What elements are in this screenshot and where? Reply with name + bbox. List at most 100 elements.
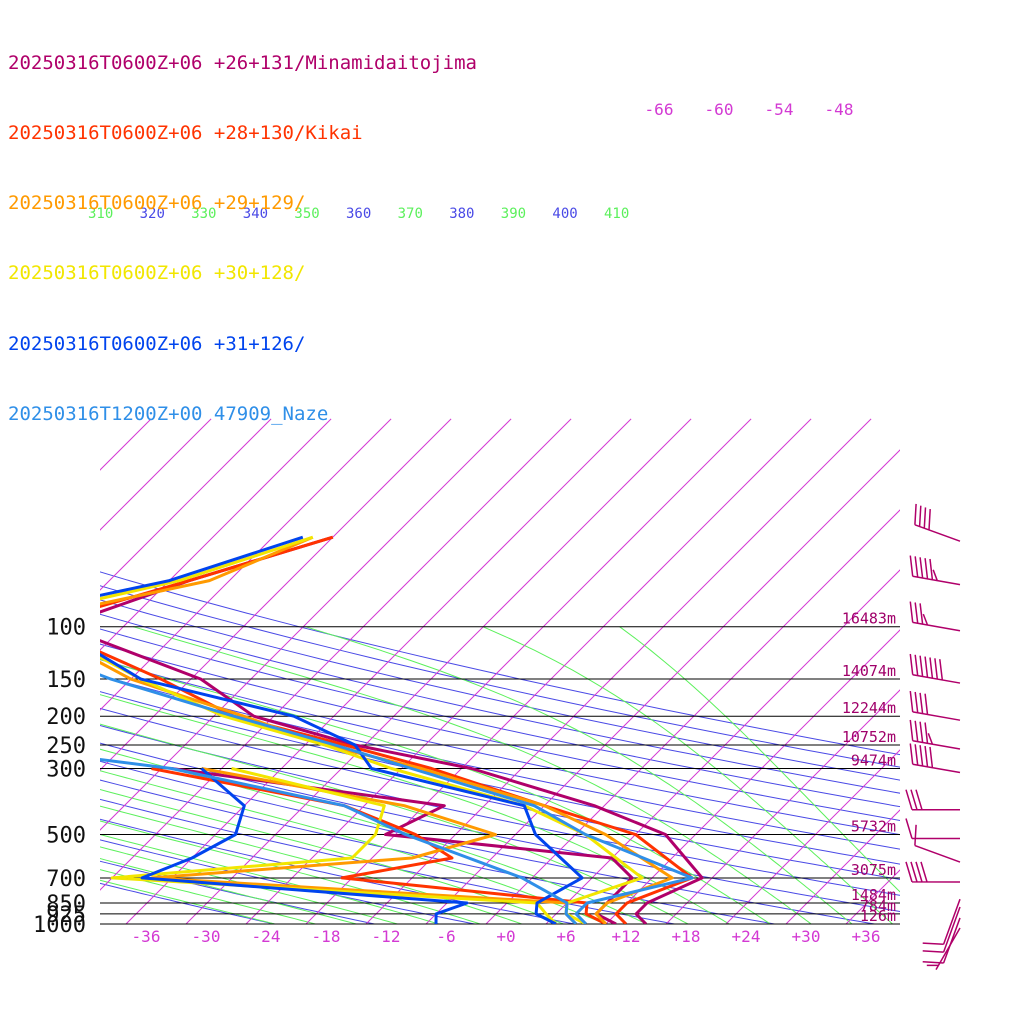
dewpoint-line	[100, 757, 578, 924]
temperature-tick-label: +12	[612, 927, 641, 946]
temperature-tick-label: +18	[672, 927, 701, 946]
wind-barbs	[905, 503, 961, 970]
temperature-line	[100, 535, 644, 924]
height-label: 9474m	[851, 752, 896, 770]
dewpoint-line	[110, 767, 558, 924]
dewpoint-line	[140, 767, 469, 924]
moist-adiabat-line	[482, 626, 894, 924]
pressure-tick-label: 300	[46, 758, 86, 783]
theta-label: 390	[501, 206, 526, 222]
wind-barb-shaft	[909, 555, 961, 586]
dry-adiabat-line	[100, 628, 900, 808]
temperature-line	[100, 673, 694, 924]
dry-adiabat-line	[100, 818, 578, 924]
temperature-line	[100, 535, 694, 924]
isotherm-line	[125, 418, 632, 924]
sounding-profiles	[100, 535, 704, 924]
wind-barb	[909, 653, 961, 684]
wind-barb-shaft	[909, 719, 961, 750]
height-label: 12244m	[842, 699, 896, 717]
isotherm-line	[725, 749, 900, 924]
theta-label: 380	[449, 206, 474, 222]
isotherm-line	[485, 509, 900, 924]
legend-entry-5: 20250316T0600Z+06 +31+126/	[8, 332, 306, 355]
pressure-tick-label: 500	[46, 824, 86, 849]
theta-label: 410	[604, 206, 629, 222]
dry-adiabat-line	[100, 860, 377, 924]
isotherm-line	[100, 418, 452, 771]
isotherm-label: -66	[645, 100, 674, 119]
isotherm-line	[100, 418, 572, 891]
theta-label: 370	[398, 206, 423, 222]
wind-barb-shaft	[922, 906, 961, 953]
isotherm-line	[100, 418, 392, 711]
temperature-tick-label: +24	[732, 927, 761, 946]
wind-barb	[905, 789, 961, 811]
pressure-tick-label: 700	[46, 867, 86, 892]
isotherm-line	[605, 629, 900, 924]
isotherm-line	[100, 418, 272, 591]
dry-adiabat-line	[100, 724, 900, 896]
wind-barb-shaft	[922, 917, 961, 964]
moist-adiabat-line	[133, 626, 813, 924]
moist-adiabat-line	[100, 858, 359, 924]
wind-barb	[909, 691, 961, 721]
legend-entry-6: 20250316T1200Z+00 47909_Naze	[8, 402, 329, 425]
height-label: 16483m	[842, 610, 896, 628]
height-label: 5732m	[851, 818, 896, 836]
wind-barb-shaft	[926, 927, 961, 970]
wind-barb	[922, 917, 961, 964]
dry-adiabat-line	[100, 691, 900, 865]
wind-barb	[909, 719, 961, 750]
wind-barb-shaft	[905, 818, 961, 840]
wind-barb	[909, 555, 961, 586]
isotherm-line	[425, 449, 900, 924]
pressure-tick-label: 200	[46, 705, 86, 730]
dry-adiabat-line	[100, 599, 900, 781]
wind-barb	[905, 818, 961, 840]
wind-barb	[914, 503, 961, 542]
dry-adiabat-line	[100, 643, 900, 821]
legend-entry-2: 20250316T0600Z+06 +28+130/Kikai	[8, 122, 363, 145]
isotherm-line	[785, 809, 900, 924]
temperature-tick-label: -12	[372, 927, 401, 946]
wind-barb-shaft	[905, 861, 961, 883]
moist-adiabats	[100, 626, 900, 924]
wind-barb	[909, 601, 961, 632]
temperature-tick-label: +30	[792, 927, 821, 946]
wind-barb-shaft	[909, 743, 961, 774]
temperature-tick-label: -24	[252, 927, 281, 946]
legend-entry-4: 20250316T0600Z+06 +30+128/	[8, 262, 306, 285]
moist-adiabat-line	[305, 626, 853, 924]
temperature-tick-label: -36	[132, 927, 161, 946]
dry-adiabat-line	[100, 659, 900, 836]
temperature-line	[100, 535, 704, 924]
isotherm-line	[245, 418, 752, 924]
theta-label: 400	[552, 206, 577, 222]
wind-barb-shaft	[909, 653, 961, 684]
isotherm-line	[545, 569, 900, 924]
legend: 20250316T0600Z+06 +26+131/Minamidaitojim…	[8, 5, 477, 450]
isotherm-line	[185, 418, 692, 924]
temperature-tick-label: +6	[556, 927, 575, 946]
dry-adiabat-line	[100, 798, 678, 924]
moist-adiabat-line	[619, 626, 900, 893]
temperature-tick-label: -30	[192, 927, 221, 946]
temperature-tick-label: +36	[852, 927, 881, 946]
wind-barb-shaft	[914, 824, 961, 863]
theta-label: 330	[191, 206, 216, 222]
wind-barb-shaft	[909, 691, 961, 721]
legend-entry-3: 20250316T0600Z+06 +29+129/	[8, 192, 306, 215]
wind-barb	[914, 824, 961, 863]
theta-label: 350	[294, 206, 319, 222]
temperature-tick-label: -18	[312, 927, 341, 946]
theta-label: 360	[346, 206, 371, 222]
wind-barb	[905, 861, 961, 883]
isotherm-line	[100, 418, 332, 651]
height-label: 1484m	[851, 886, 896, 904]
moist-adiabat-line	[100, 723, 690, 924]
isotherm-line	[305, 418, 812, 924]
isotherm-line	[100, 418, 212, 531]
